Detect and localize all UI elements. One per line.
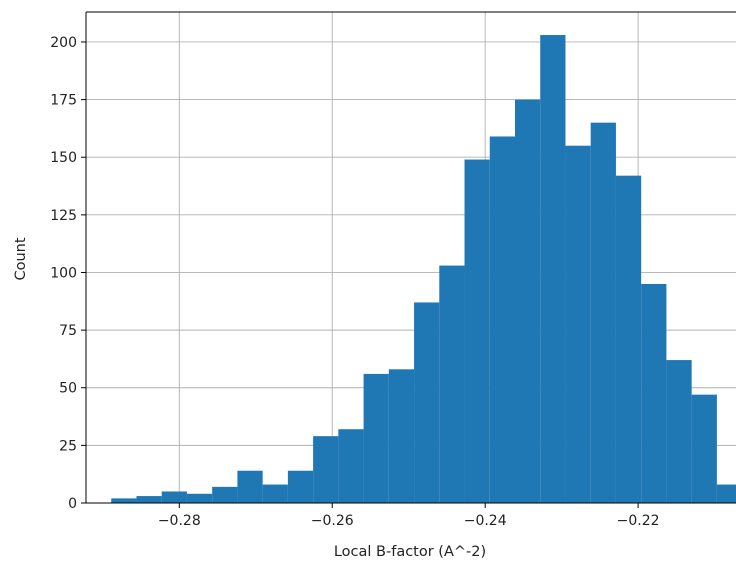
histogram-bar-24 <box>716 484 736 503</box>
histogram-bar-2 <box>161 491 187 503</box>
x-axis-label: Local B-factor (A^-2) <box>334 544 486 560</box>
y-tick-label-4: 100 <box>50 265 77 281</box>
y-tick-label-8: 200 <box>50 35 77 51</box>
y-tick-label-7: 175 <box>50 93 77 109</box>
x-tick-label-0: −0.28 <box>158 513 201 529</box>
histogram-bar-12 <box>414 302 440 503</box>
histogram-bar-18 <box>565 145 591 503</box>
histogram-bar-15 <box>489 136 515 503</box>
histogram-bar-3 <box>186 493 213 503</box>
histogram-bar-10 <box>363 373 389 503</box>
histogram-bar-13 <box>439 265 465 503</box>
y-tick-label-3: 75 <box>59 323 77 339</box>
axes-frame <box>85 11 736 504</box>
histogram-bars <box>111 35 736 504</box>
histogram-bar-16 <box>515 99 541 503</box>
histogram-bar-21 <box>641 284 667 503</box>
histogram-bar-23 <box>691 394 717 503</box>
histogram-bar-22 <box>666 360 692 503</box>
y-tick-label-0: 0 <box>68 496 77 512</box>
x-tick-label-1: −0.26 <box>311 513 354 529</box>
histogram-bar-8 <box>313 436 339 503</box>
histogram-bar-19 <box>590 122 616 503</box>
histogram-bar-6 <box>262 484 288 503</box>
histogram-bar-0 <box>111 498 137 503</box>
y-tick-label-5: 125 <box>50 208 77 224</box>
histogram-bar-9 <box>338 429 364 503</box>
y-tick-label-2: 50 <box>59 381 77 397</box>
y-axis-label: Count <box>13 237 29 280</box>
histogram-bar-7 <box>287 470 314 503</box>
histogram-bar-11 <box>388 369 415 503</box>
histogram-bar-4 <box>212 486 238 503</box>
x-tick-label-3: −0.22 <box>617 513 660 529</box>
axis-ticks: −0.28 −0.26 −0.24 −0.22 0 25 50 75 100 125 150 175 2… <box>50 35 659 529</box>
histogram-bar-20 <box>615 175 642 503</box>
histogram-bar-14 <box>464 159 490 503</box>
y-tick-label-1: 25 <box>59 438 77 454</box>
histogram-bar-1 <box>136 496 162 503</box>
histogram-bar-17 <box>540 35 566 504</box>
x-tick-label-2: −0.24 <box>464 513 507 529</box>
histogram-bar-5 <box>237 470 263 503</box>
y-tick-label-6: 150 <box>50 150 77 166</box>
